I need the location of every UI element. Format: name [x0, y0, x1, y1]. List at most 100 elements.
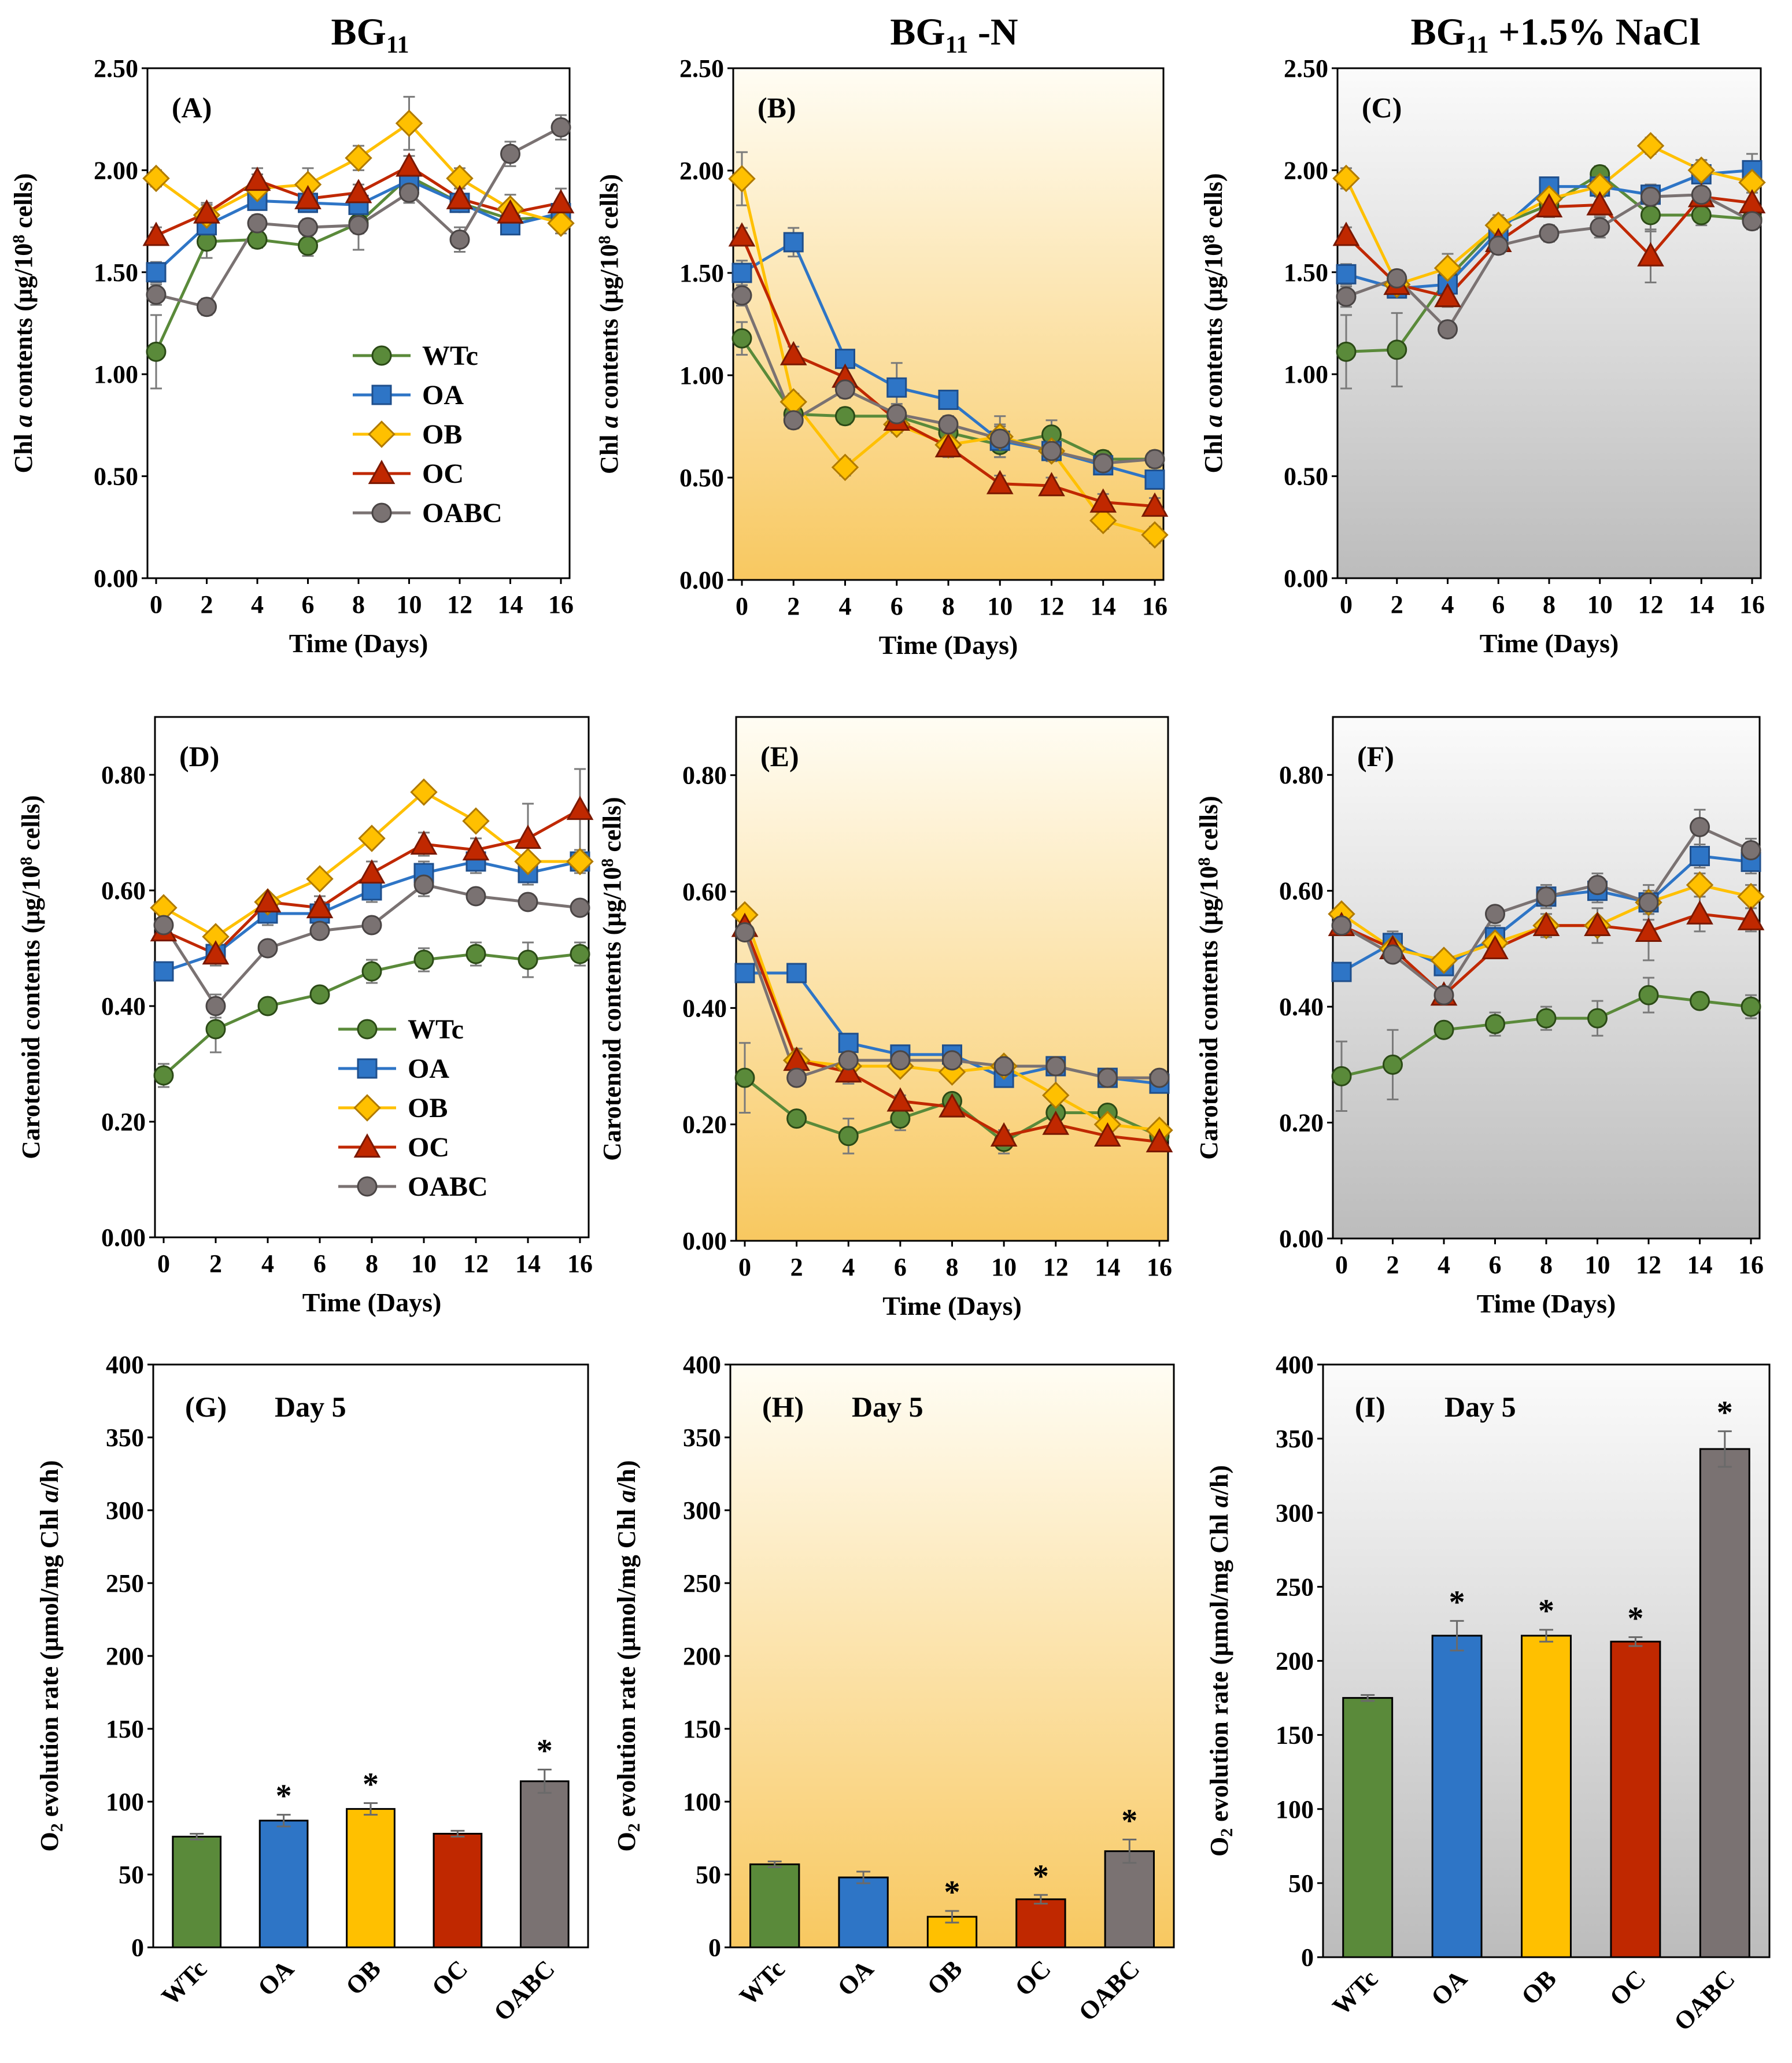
- point-wtc: [309, 984, 330, 1005]
- y-tick-label: 350: [683, 1424, 721, 1452]
- point-oabc: [886, 404, 907, 424]
- point-oc: [193, 199, 220, 224]
- point-oabc: [1742, 211, 1763, 232]
- point-ob: [1686, 871, 1714, 899]
- y-tick-label: 200: [106, 1642, 144, 1670]
- x-tick-label: 14: [1687, 1251, 1713, 1279]
- point-wtc: [1587, 1008, 1608, 1029]
- point-oabc: [731, 285, 752, 306]
- point-oa: [786, 963, 807, 984]
- point-wtc: [465, 944, 486, 964]
- bar-wtc: [749, 1863, 800, 1949]
- y-tick-label: 0: [131, 1933, 144, 1962]
- point-wtc: [153, 1065, 174, 1086]
- y-tick-label: 400: [1276, 1351, 1314, 1379]
- y-tick-label: 1.50: [94, 258, 138, 287]
- x-tick-label: 4: [839, 592, 852, 620]
- panel-label: (E): [760, 740, 799, 772]
- legend-label-oc: OC: [422, 459, 464, 489]
- y-tick-label: 200: [1276, 1647, 1314, 1676]
- point-wtc: [786, 1108, 807, 1129]
- legend-marker-ob: [353, 1094, 381, 1122]
- point-wtc: [361, 961, 382, 982]
- point-oabc: [938, 414, 959, 435]
- ylabel-part: evolution rate (µmol/mg Chl: [35, 1503, 64, 1824]
- point-oa: [838, 1033, 859, 1053]
- point-oa: [1336, 264, 1357, 284]
- point-ob: [306, 865, 334, 893]
- point-oabc: [309, 920, 330, 941]
- point-oc: [990, 1122, 1018, 1147]
- panel-label: (H): [762, 1391, 804, 1423]
- point-oabc: [153, 915, 174, 936]
- x-category-label: OABC: [1073, 1954, 1146, 2027]
- point-oabc: [1691, 184, 1712, 205]
- x-tick-label: 12: [463, 1249, 489, 1278]
- point-ob: [410, 778, 438, 806]
- y-tick-label: 0.80: [682, 761, 727, 790]
- point-wtc: [890, 1108, 911, 1129]
- significance-marker: *: [1121, 1803, 1137, 1839]
- x-tick-label: 14: [1091, 592, 1116, 620]
- y-tick-label: 2.50: [94, 54, 138, 83]
- chart-D: 0.00 0.20 0.40 0.60 0.80 0 2 4 6 8 10 12 14 16 Time (D…: [17, 716, 594, 1317]
- point-ob: [358, 825, 386, 852]
- x-tick-label: 6: [302, 590, 315, 619]
- ylabel-part: 8: [1199, 235, 1218, 243]
- x-category-label: OA: [832, 1954, 879, 2001]
- x-category-label: OB: [340, 1954, 386, 2001]
- point-oc: [1141, 492, 1169, 517]
- point-oabc: [1536, 886, 1557, 907]
- legend-label-ob: OB: [408, 1093, 448, 1123]
- ylabel-part: 8: [1195, 857, 1214, 866]
- point-ob: [547, 209, 575, 237]
- point-oc: [1586, 191, 1614, 216]
- point-oabc: [1149, 1067, 1170, 1088]
- legend-marker-wtc: [357, 1019, 378, 1040]
- point-oc: [1038, 472, 1065, 497]
- point-oabc: [399, 182, 419, 203]
- point-wtc: [1433, 1019, 1454, 1040]
- legend-label-wtc: WTc: [408, 1014, 464, 1045]
- chart-G: 0 50 100 150 200 250 300 350 400 O2 evolution rat…: [35, 1351, 589, 2027]
- ylabel-part: 8: [9, 235, 28, 243]
- point-oc: [547, 188, 575, 213]
- ylabel-part: cells): [1199, 173, 1228, 234]
- legend-marker-oc: [353, 1133, 381, 1158]
- significance-marker: *: [1627, 1601, 1643, 1637]
- point-wtc: [1383, 1054, 1403, 1075]
- panel-annotation: Day 5: [1444, 1391, 1516, 1423]
- x-tick-label: 8: [1540, 1251, 1553, 1279]
- x-tick-label: 12: [1043, 1253, 1069, 1281]
- bar-oabc: [519, 1780, 570, 1949]
- y-tick-label: 0.20: [682, 1111, 727, 1139]
- point-oa: [938, 389, 959, 410]
- point-wtc: [518, 949, 538, 970]
- point-oc: [254, 888, 282, 913]
- panel-label: (A): [172, 91, 212, 124]
- x-tick-label: 10: [411, 1249, 437, 1278]
- significance-marker: *: [1538, 1594, 1554, 1629]
- x-category-label: WTc: [1327, 1964, 1383, 2020]
- x-tick-label: 6: [894, 1253, 907, 1281]
- point-oc: [358, 859, 386, 884]
- y-tick-label: 0.00: [94, 564, 138, 593]
- point-oc: [497, 199, 524, 224]
- point-oabc: [1331, 915, 1352, 936]
- x-tick-label: 14: [1095, 1253, 1120, 1281]
- significance-marker: *: [276, 1779, 292, 1814]
- point-wtc: [413, 949, 434, 970]
- ylabel-part: /h): [1205, 1465, 1233, 1495]
- legend: WTc OA OB OC OABC: [353, 341, 503, 528]
- x-tick-label: 0: [1340, 590, 1353, 619]
- point-oc: [1635, 917, 1662, 942]
- point-oc: [1584, 911, 1611, 936]
- ylabel-part: 8: [595, 235, 614, 244]
- legend-label-oa: OA: [422, 380, 464, 411]
- point-oa: [146, 262, 167, 283]
- y-axis-label: Chl a contents (μg/108 cells): [595, 174, 624, 474]
- point-oa: [153, 961, 174, 982]
- x-tick-label: 2: [201, 590, 213, 619]
- point-oabc: [993, 1056, 1014, 1077]
- ylabel-part: Carotenoid contents (μg/10: [17, 866, 45, 1159]
